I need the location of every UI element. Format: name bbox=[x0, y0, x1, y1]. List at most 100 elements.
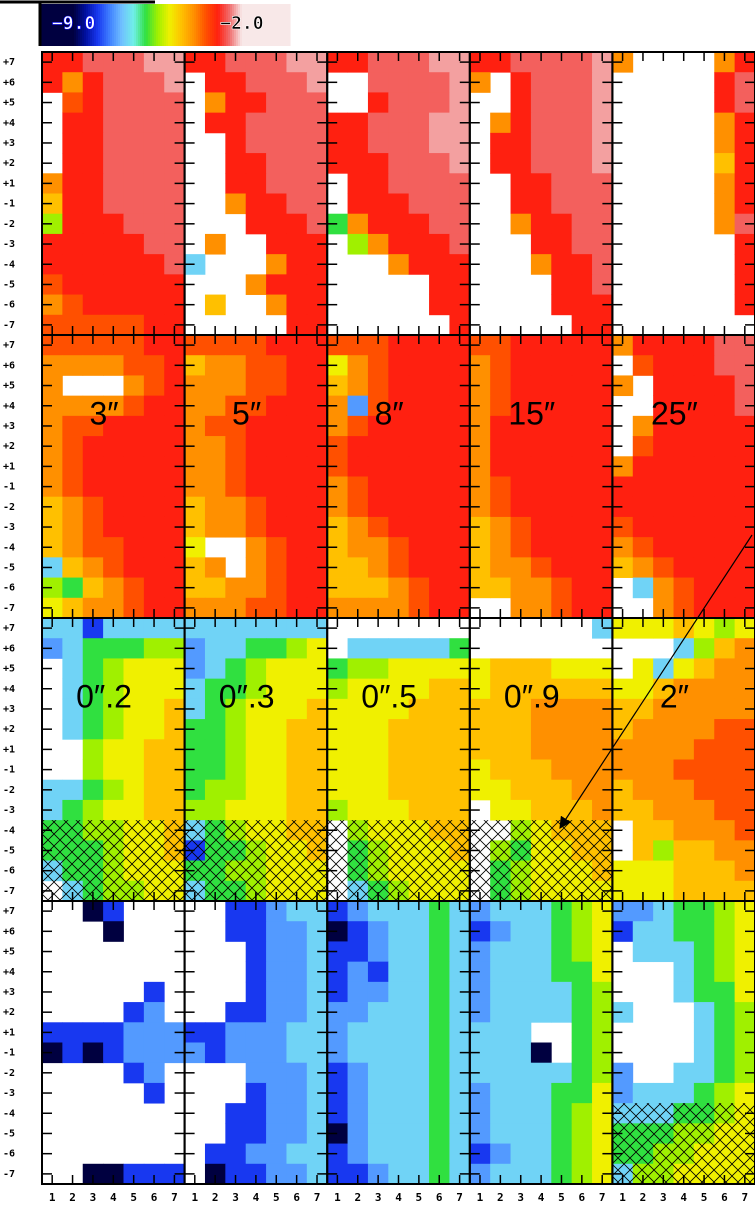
heatmap-cell bbox=[62, 213, 84, 235]
heatmap-cell bbox=[286, 901, 308, 922]
colorbar-strip bbox=[226, 4, 229, 46]
heatmap-cell bbox=[245, 1002, 267, 1023]
heatmap-cell bbox=[714, 456, 736, 477]
heatmap-cell bbox=[367, 153, 389, 174]
heatmap-cell bbox=[408, 92, 430, 114]
colorbar-strip bbox=[128, 4, 131, 46]
heatmap-cell bbox=[82, 274, 104, 295]
heatmap-cell bbox=[612, 335, 634, 356]
heatmap-cell bbox=[734, 476, 755, 498]
heatmap-cell bbox=[408, 658, 430, 680]
heatmap-cell bbox=[571, 557, 593, 578]
heatmap-cell bbox=[714, 112, 736, 134]
heatmap-cell bbox=[225, 1002, 247, 1023]
heatmap-cell bbox=[388, 233, 410, 255]
heatmap-cell bbox=[286, 1143, 308, 1165]
heatmap-cell bbox=[184, 52, 206, 73]
heatmap-cell bbox=[327, 901, 348, 922]
heatmap-cell bbox=[510, 1103, 532, 1124]
colorbar-strip bbox=[108, 4, 111, 46]
heatmap-cell bbox=[551, 759, 573, 781]
heatmap-cell bbox=[510, 92, 532, 114]
colorbar-strip bbox=[150, 4, 153, 46]
heatmap-cell bbox=[408, 52, 430, 73]
heatmap-cell bbox=[184, 698, 206, 720]
heatmap-cell bbox=[347, 213, 369, 235]
heatmap-cell bbox=[693, 820, 715, 841]
heatmap-cell bbox=[388, 516, 410, 538]
heatmap-cell bbox=[571, 375, 593, 397]
row-label: +5 bbox=[3, 381, 15, 392]
heatmap-cell bbox=[714, 597, 736, 619]
column-label: 5 bbox=[416, 1191, 423, 1204]
heatmap-cell bbox=[266, 112, 287, 134]
colorbar-strip bbox=[106, 4, 109, 46]
heatmap-cell bbox=[245, 537, 267, 558]
heatmap-cell bbox=[734, 496, 755, 518]
heatmap-cell bbox=[266, 1143, 287, 1165]
column-label: 2 bbox=[354, 1191, 361, 1204]
heatmap-cell bbox=[490, 658, 511, 680]
heatmap-cell bbox=[266, 981, 287, 1003]
heatmap-cell bbox=[469, 52, 491, 73]
heatmap-cell bbox=[204, 375, 226, 397]
heatmap-cell bbox=[327, 436, 348, 457]
heatmap-cell bbox=[510, 1082, 532, 1104]
colorbar-strip bbox=[52, 4, 55, 46]
colorbar-strip bbox=[264, 4, 267, 46]
heatmap-cell bbox=[123, 254, 145, 275]
heatmap-cell bbox=[734, 961, 755, 983]
heatmap-cell bbox=[82, 254, 104, 275]
heatmap-cell bbox=[469, 1062, 491, 1084]
heatmap-cell bbox=[367, 233, 389, 255]
heatmap-cell bbox=[632, 941, 654, 963]
heatmap-cell bbox=[510, 1022, 532, 1043]
heatmap-cell bbox=[714, 436, 736, 457]
heatmap-cell bbox=[123, 153, 145, 174]
heatmap-cell bbox=[204, 638, 226, 659]
colorbar-strip bbox=[276, 4, 279, 46]
heatmap-cell bbox=[551, 1123, 573, 1144]
heatmap-cell bbox=[103, 274, 124, 295]
colorbar-strip bbox=[184, 4, 187, 46]
row-label: +4 bbox=[3, 967, 15, 978]
heatmap-cell bbox=[245, 132, 267, 154]
heatmap-cell bbox=[143, 799, 165, 821]
heatmap-cell bbox=[286, 52, 308, 73]
heatmap-cell bbox=[530, 355, 552, 376]
heatmap-cell bbox=[429, 516, 450, 538]
heatmap-cell bbox=[143, 456, 165, 477]
heatmap-cell bbox=[123, 739, 145, 760]
heatmap-cell bbox=[123, 719, 145, 740]
heatmap-cell bbox=[734, 233, 755, 255]
heatmap-cell bbox=[510, 395, 532, 417]
heatmap-cell bbox=[388, 476, 410, 498]
heatmap-cell bbox=[734, 456, 755, 477]
row-label: +1 bbox=[3, 461, 15, 472]
heatmap-cell bbox=[429, 355, 450, 376]
heatmap-cell bbox=[429, 1163, 450, 1185]
heatmap-cell bbox=[653, 860, 674, 882]
heatmap-cell bbox=[653, 355, 674, 376]
heatmap-cell bbox=[551, 961, 573, 983]
heatmap-cell bbox=[82, 395, 104, 417]
heatmap-cell bbox=[673, 335, 695, 356]
heatmap-cell bbox=[82, 52, 104, 73]
heatmap-cell bbox=[571, 496, 593, 518]
heatmap-cell bbox=[530, 799, 552, 821]
heatmap-cell bbox=[551, 678, 573, 700]
heatmap-cell bbox=[530, 496, 552, 518]
heatmap-cell bbox=[469, 577, 491, 599]
heatmap-cell bbox=[530, 415, 552, 437]
heatmap-cell bbox=[571, 274, 593, 295]
heatmap-cell bbox=[327, 1103, 348, 1124]
heatmap-cell bbox=[429, 294, 450, 316]
heatmap-cell bbox=[632, 921, 654, 942]
heatmap-cell bbox=[143, 274, 165, 295]
heatmap-cell bbox=[408, 193, 430, 215]
heatmap-cell bbox=[714, 1082, 736, 1104]
heatmap-cell bbox=[571, 436, 593, 457]
heatmap-cell bbox=[62, 557, 84, 578]
heatmap-cell bbox=[510, 779, 532, 801]
heatmap-cell bbox=[571, 537, 593, 558]
